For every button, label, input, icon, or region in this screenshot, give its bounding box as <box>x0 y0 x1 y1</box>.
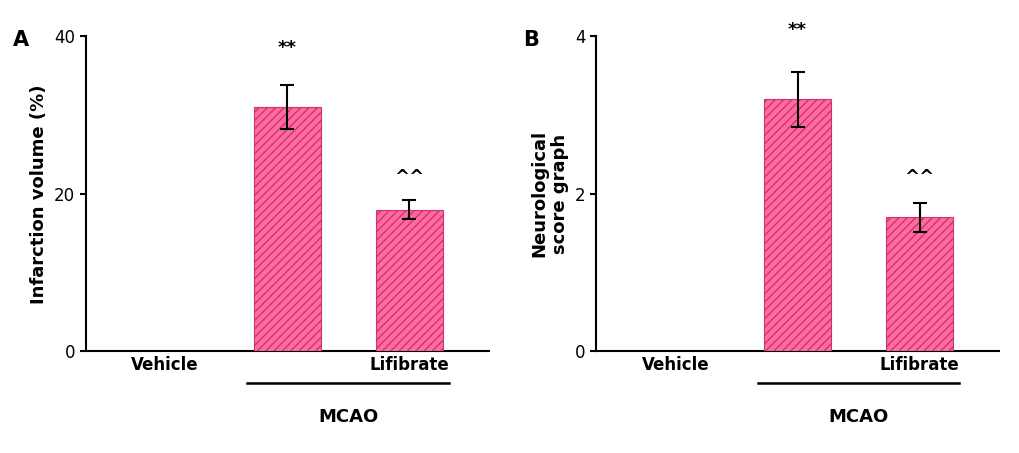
Bar <box>763 99 830 352</box>
Text: ^^: ^^ <box>904 168 934 186</box>
Bar <box>375 210 442 352</box>
Text: MCAO: MCAO <box>827 408 888 426</box>
Text: ^^: ^^ <box>394 168 424 186</box>
Y-axis label: Neurological
score graph: Neurological score graph <box>530 130 569 257</box>
Text: **: ** <box>277 39 297 58</box>
Text: B: B <box>523 30 539 50</box>
Bar <box>886 217 953 352</box>
Bar <box>254 107 320 352</box>
Y-axis label: Infarction volume (%): Infarction volume (%) <box>31 84 48 304</box>
Text: A: A <box>13 30 29 50</box>
Text: **: ** <box>788 20 806 39</box>
Text: MCAO: MCAO <box>318 408 378 426</box>
